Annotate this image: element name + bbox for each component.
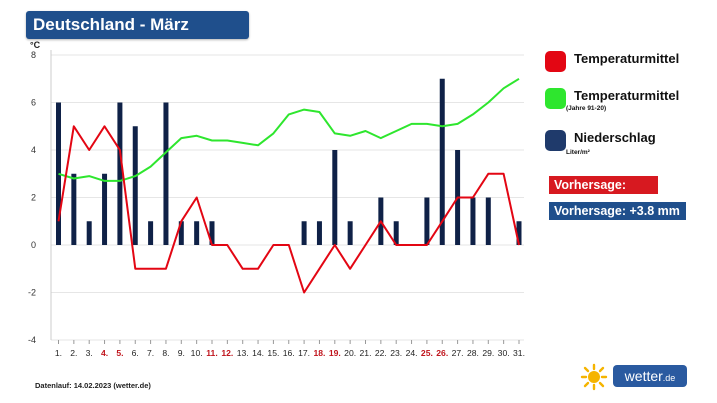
x-tick-label: 14.	[252, 348, 264, 358]
x-tick-label: 12.	[221, 348, 233, 358]
chart-title: Deutschland - März	[26, 11, 249, 39]
y-tick-label: 8	[31, 50, 36, 60]
legend-sublabel-years: (Jahre 91-20)	[566, 105, 607, 112]
x-tick-label: 1.	[55, 348, 62, 358]
legend-label-temperature: Temperaturmittel	[574, 51, 680, 66]
legend-temperature: Temperaturmittel	[545, 51, 679, 72]
x-tick-label: 3.	[86, 348, 93, 358]
x-tick-label: 27.	[452, 348, 464, 358]
x-tick-label: 28.	[467, 348, 479, 358]
legend-precipitation: Niederschlag Liter/m²	[545, 130, 656, 157]
x-tick-label: 17.	[298, 348, 310, 358]
x-tick-label: 23.	[390, 348, 402, 358]
x-tick-label: 30.	[498, 348, 510, 358]
precipitation-bar	[470, 197, 476, 245]
precipitation-bar	[148, 221, 154, 245]
precipitation-bar	[393, 221, 399, 245]
x-tick-label: 2.	[70, 348, 77, 358]
x-tick-label: 13.	[237, 348, 249, 358]
y-tick-label: 0	[31, 240, 36, 250]
precipitation-bar	[163, 102, 169, 245]
precipitation-bar	[194, 221, 200, 245]
logo-wordmark: wetter.de	[613, 365, 687, 387]
legend-swatch-green	[545, 88, 566, 109]
precipitation-bar	[209, 221, 215, 245]
precipitation-bar	[316, 221, 322, 245]
forecast-precipitation-badge: Vorhersage: +3.8 mm	[549, 202, 686, 220]
x-tick-label: 11.	[206, 348, 217, 358]
x-tick-label: 15.	[267, 348, 279, 358]
wetter-de-logo: wetter.de	[578, 363, 688, 391]
legend-label-temperature-normal: Temperaturmittel	[574, 88, 680, 103]
sun-icon	[580, 363, 608, 391]
legend-sublabel-unit: Liter/m²	[566, 149, 590, 156]
x-tick-label: 19.	[329, 348, 341, 358]
x-tick-label: 18.	[313, 348, 325, 358]
x-tick-label: 9.	[178, 348, 185, 358]
precipitation-bar	[178, 221, 184, 245]
x-tick-label: 7.	[147, 348, 154, 358]
precipitation-bar	[86, 221, 92, 245]
legend-swatch-blue	[545, 130, 566, 151]
precipitation-bar	[424, 197, 430, 245]
logo-name: wetter	[624, 368, 663, 384]
legend-swatch-red	[545, 51, 566, 72]
y-tick-label: 2	[31, 193, 36, 203]
x-tick-label: 16.	[283, 348, 295, 358]
temperature-line	[57, 125, 520, 294]
precipitation-bars	[56, 78, 522, 245]
forecast-temperature-badge: Vorhersage: -3.6°	[549, 176, 658, 210]
temperature-lines	[57, 77, 520, 294]
precipitation-bar	[332, 150, 338, 245]
y-axis-unit: °C	[30, 40, 41, 50]
y-tick-label: -4	[28, 335, 36, 345]
gridlines	[50, 50, 524, 341]
x-tick-label: 21.	[360, 348, 372, 358]
precipitation-bar	[516, 221, 522, 245]
x-tick-label: 31.	[513, 348, 525, 358]
x-tick-label: 29.	[482, 348, 494, 358]
x-tick-label: 5.	[116, 348, 123, 358]
y-tick-label: 4	[31, 145, 36, 155]
x-tick-label: 25.	[421, 348, 433, 358]
precipitation-bar	[485, 197, 491, 245]
precipitation-bar	[71, 173, 77, 245]
x-tick-label: 22.	[375, 348, 387, 358]
legend-temperature-normal: Temperaturmittel (Jahre 91-20)	[545, 88, 679, 113]
precipitation-bar	[439, 78, 445, 245]
temperature-line	[58, 77, 520, 182]
precipitation-bar	[132, 126, 138, 245]
legend-label-precipitation: Niederschlag	[574, 130, 656, 145]
data-run-footer: Datenlauf: 14.02.2023 (wetter.de)	[35, 381, 151, 390]
y-tick-label: 6	[31, 98, 36, 108]
precipitation-bar	[117, 102, 123, 245]
precipitation-bar	[301, 221, 307, 245]
precipitation-bar	[56, 102, 61, 245]
precipitation-bar	[347, 221, 353, 245]
x-tick-label: 20.	[344, 348, 356, 358]
y-tick-labels: -4 -2 0 2 4 6 8	[28, 50, 36, 345]
x-tick-labels: 1. 2. 3. 4. 5. 6. 7. 8. 9. 10. 11. 12. 13. 14. 15. 16. 1…	[55, 340, 525, 358]
x-tick-label: 8.	[162, 348, 169, 358]
x-tick-label: 10.	[191, 348, 203, 358]
y-tick-label: -2	[28, 288, 36, 298]
x-tick-label: 26.	[436, 348, 448, 358]
logo-domain: .de	[662, 373, 676, 383]
precipitation-bar	[102, 173, 108, 245]
x-tick-label: 4.	[101, 348, 108, 358]
x-tick-label: 24.	[406, 348, 418, 358]
x-tick-label: 6.	[132, 348, 139, 358]
